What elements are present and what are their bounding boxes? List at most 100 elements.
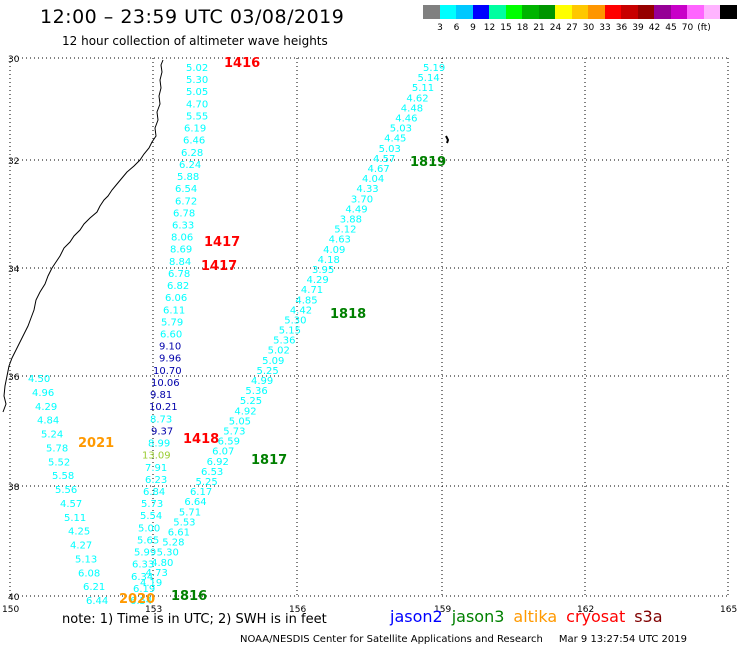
satellite-legend-item: cryosat	[566, 607, 626, 626]
wave-height-label: 4.96	[32, 388, 54, 399]
wave-height-label: 4.67	[368, 164, 390, 175]
footer-note: note: 1) Time is in UTC; 2) SWH is in fe…	[62, 612, 327, 627]
wave-height-label: 5.15	[279, 326, 301, 337]
wave-height-label: 5.78	[46, 443, 68, 454]
pass-time-label: 2020	[119, 592, 155, 607]
wave-height-label: 5.09	[262, 356, 284, 367]
wave-height-label: 6.19	[184, 124, 206, 135]
wave-height-label: 5.25	[240, 396, 262, 407]
wave-height-label: 9.81	[150, 390, 172, 401]
wave-height-label: 6.17	[190, 487, 212, 498]
legend-swatch	[654, 5, 671, 19]
wave-height-label: 3.70	[351, 194, 373, 205]
wave-height-label: 10.70	[153, 366, 182, 377]
wave-height-label: 9.96	[159, 354, 181, 365]
coastline	[2, 59, 164, 413]
wave-height-label: 4.70	[186, 99, 208, 110]
legend-swatch	[505, 5, 523, 19]
wave-height-label: 5.99	[134, 548, 156, 559]
wave-height-label: 5.25	[195, 477, 217, 488]
pass-time-label: 1816	[171, 589, 207, 604]
wave-height-label: 5.53	[173, 517, 195, 528]
legend-label: 18	[516, 23, 529, 33]
legend-swatch	[522, 5, 539, 19]
wave-height-label: 5.02	[268, 346, 290, 357]
legend-swatch	[489, 5, 506, 19]
pass-time-label: 1819	[410, 155, 446, 170]
wave-height-label: 9.10	[159, 342, 181, 353]
wave-height-label: 8.84	[169, 257, 191, 268]
pass-time-label: 2021	[78, 436, 114, 451]
track-labels: 5.025.305.054.705.556.196.466.286.245.88…	[28, 63, 445, 607]
wave-height-label: 5.58	[52, 471, 74, 482]
legend-label: 39	[632, 23, 644, 33]
legend-label: 15	[500, 23, 512, 33]
wave-height-label: 4.71	[301, 285, 323, 296]
lat-label: 30	[8, 55, 20, 65]
wave-height-label: 4.25	[68, 527, 90, 538]
wave-height-label: 4.57	[373, 154, 395, 165]
wave-height-label: 5.11	[412, 83, 434, 94]
satellite-legend: jason2 jason3 altika cryosat s3a	[390, 607, 672, 626]
pass-time-label: 1416	[224, 56, 260, 71]
wave-height-label: 5.30	[284, 315, 306, 326]
wave-height-label: 10.06	[151, 378, 180, 389]
wave-height-label: 6.84	[143, 487, 165, 498]
wave-height-label: 4.04	[362, 174, 384, 185]
wave-height-label: 6.82	[167, 281, 189, 292]
legend-label: 33	[599, 23, 611, 33]
legend-swatch	[687, 5, 704, 19]
wave-height-label: 5.03	[379, 144, 401, 155]
wave-height-label: 5.36	[273, 336, 295, 347]
wave-height-label: 5.79	[161, 317, 183, 328]
wave-height-label: 6.19	[133, 584, 155, 595]
wave-height-label: 5.19	[423, 63, 445, 74]
wave-height-label: 5.36	[245, 386, 267, 397]
wave-height-label: 5.05	[186, 87, 208, 98]
wave-height-label: 4.85	[295, 295, 317, 306]
legend-swatch	[423, 5, 440, 19]
wave-height-label: 6.54	[130, 596, 152, 607]
legend-swatch	[604, 5, 622, 19]
wave-height-label: 6.28	[181, 148, 203, 159]
satellite-legend-item: jason2	[390, 607, 443, 626]
wave-height-label: 5.52	[48, 457, 70, 468]
wave-height-label: 4.80	[151, 558, 173, 569]
wave-height-label: 8.69	[170, 245, 192, 256]
lon-label: 159	[434, 605, 451, 615]
legend-label: 70	[681, 23, 694, 33]
wave-height-label: 6.59	[218, 437, 240, 448]
wave-height-label: 5.03	[390, 124, 412, 135]
wave-height-label: 5.30	[157, 548, 179, 559]
legend-swatch	[555, 5, 572, 19]
wave-height-label: 6.46	[183, 136, 205, 147]
wave-height-label: 4.46	[395, 113, 417, 124]
lon-label: 150	[2, 605, 19, 615]
wave-height-label: 6.60	[160, 330, 182, 341]
wave-height-label: 5.11	[64, 513, 86, 524]
legend-label: (ft)	[697, 23, 711, 33]
wave-height-label: 6.53	[201, 467, 223, 478]
wave-height-label: 5.56	[55, 485, 77, 496]
small-island	[445, 135, 450, 144]
pass-time-label: 1818	[330, 307, 366, 322]
lat-label: 40	[8, 593, 20, 603]
wave-height-label: 6.23	[145, 475, 167, 486]
wave-height-label: 4.09	[323, 245, 345, 256]
wave-height-label: 4.48	[401, 103, 423, 114]
wave-height-label: 4.73	[146, 568, 168, 579]
pass-time-label: 1417	[204, 235, 240, 250]
wave-height-label: 6.08	[78, 568, 100, 579]
wave-height-label: 4.33	[356, 184, 378, 195]
legend-label: 27	[566, 23, 578, 33]
wave-height-label: 6.92	[207, 457, 229, 468]
legend-label: 24	[549, 23, 562, 33]
wave-height-label: 6.11	[163, 305, 185, 316]
wave-height-label: 6.61	[168, 528, 190, 539]
lat-label: 34	[8, 265, 20, 275]
legend-swatch	[571, 5, 589, 19]
wave-height-label: 5.13	[75, 554, 97, 565]
wave-height-label: 3.88	[340, 214, 362, 225]
wave-height-label: 13.09	[142, 451, 171, 462]
legend-label: 3	[437, 23, 443, 33]
